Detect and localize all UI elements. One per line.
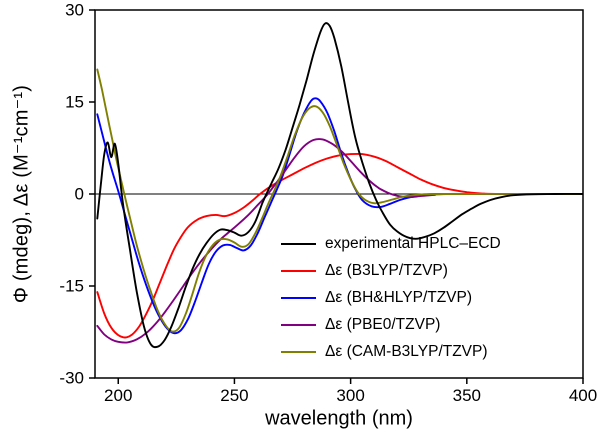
legend-item-experimental: experimental HPLC–ECD bbox=[281, 234, 501, 254]
curve-bhhlyp bbox=[96, 97, 583, 335]
legend-label: Δε (BH&HLYP/TZVP) bbox=[325, 289, 473, 306]
legend-item-pbe0: Δε (PBE0/TZVP) bbox=[281, 315, 501, 335]
legend-line-swatch bbox=[281, 350, 316, 354]
x-tick-label: 300 bbox=[336, 386, 364, 405]
y-tick-label: -30 bbox=[59, 369, 84, 388]
legend-item-cam-b3lyp: Δε (CAM-B3LYP/TZVP) bbox=[281, 342, 501, 362]
curve-experimental bbox=[96, 22, 583, 349]
curve-b3lyp bbox=[96, 152, 583, 339]
y-axis-label: Φ (mdeg), Δε (M⁻¹cm⁻¹) bbox=[10, 84, 33, 304]
curve-pbe0 bbox=[96, 138, 583, 344]
x-axis-label: wavelength (nm) bbox=[265, 407, 413, 430]
legend-label: experimental HPLC–ECD bbox=[325, 235, 501, 252]
y-tick-label: 0 bbox=[75, 185, 84, 204]
legend: experimental HPLC–ECD Δε (B3LYP/TZVP) Δε (… bbox=[281, 234, 501, 362]
x-tick-label: 400 bbox=[569, 386, 597, 405]
y-tick-label: 15 bbox=[65, 93, 84, 112]
legend-line-swatch bbox=[281, 242, 316, 246]
legend-label: Δε (B3LYP/TZVP) bbox=[325, 262, 448, 279]
x-tick-label: 350 bbox=[453, 386, 481, 405]
x-tick-label: 250 bbox=[220, 386, 248, 405]
y-tick-label: -15 bbox=[59, 277, 84, 296]
legend-item-bhhlyp: Δε (BH&HLYP/TZVP) bbox=[281, 288, 501, 308]
y-tick-label: 30 bbox=[65, 1, 84, 20]
x-tick-label: 200 bbox=[104, 386, 132, 405]
legend-item-b3lyp: Δε (B3LYP/TZVP) bbox=[281, 261, 501, 281]
legend-label: Δε (CAM-B3LYP/TZVP) bbox=[325, 343, 488, 360]
legend-line-swatch bbox=[281, 269, 316, 273]
plot-frame bbox=[94, 9, 584, 379]
legend-label: Δε (PBE0/TZVP) bbox=[325, 316, 441, 333]
legend-line-swatch bbox=[281, 296, 316, 300]
curves-group bbox=[96, 22, 583, 349]
curve-cam-b3lyp bbox=[96, 68, 583, 333]
legend-line-swatch bbox=[281, 323, 316, 327]
